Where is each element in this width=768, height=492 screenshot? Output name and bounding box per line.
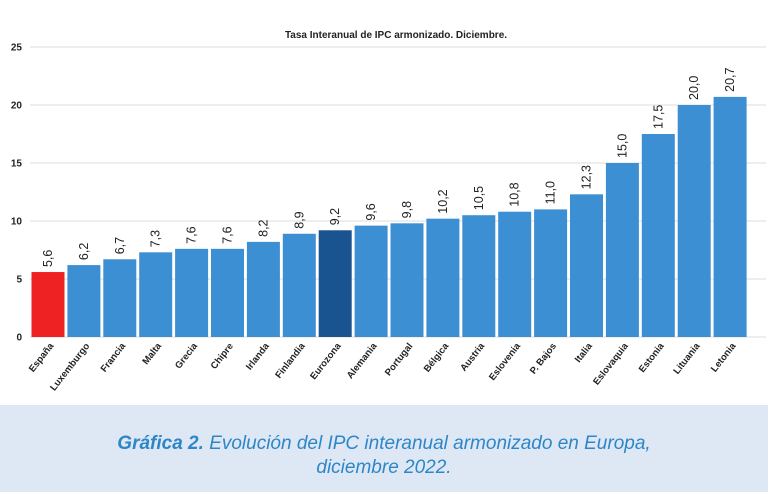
y-tick-label: 5 (16, 275, 22, 286)
data-label: 7,6 (221, 226, 235, 243)
data-label: 9,6 (364, 203, 378, 220)
x-tick-label: Letonia (709, 341, 739, 375)
x-tick-label: España (27, 341, 57, 375)
bar-chipre (211, 248, 244, 337)
data-label: 15,0 (615, 134, 629, 158)
data-label: 7,3 (149, 230, 163, 247)
bar-eurozona (318, 230, 352, 337)
x-tick-label: Irlanda (244, 341, 272, 373)
bar-portugal (390, 223, 424, 337)
bar-estonia (641, 134, 675, 337)
bar-chart: Tasa Interanual de IPC armonizado. Dicie… (11, 30, 766, 394)
bar-irlanda (246, 241, 280, 337)
bar-eslovenia (498, 211, 532, 337)
bar-austria (462, 215, 496, 337)
data-label: 8,2 (256, 219, 270, 236)
bar-francia (103, 259, 137, 337)
data-label: 10,2 (436, 189, 450, 213)
bar-bélgica (426, 218, 460, 337)
x-tick-label: Eurozona (308, 341, 344, 382)
x-tick-label: Grecia (173, 341, 200, 372)
x-tick-label: Eslovaquia (591, 341, 631, 388)
x-tick-label: Austria (458, 341, 487, 374)
y-tick-label: 25 (11, 43, 23, 54)
bar-finlandia (282, 233, 316, 337)
caption-box: Gráfica 2. Evolución del IPC interanual … (0, 405, 768, 492)
data-label: 9,2 (328, 208, 342, 225)
bar-letonia (713, 96, 747, 337)
bar-luxemburgo (67, 265, 101, 337)
y-tick-label: 15 (11, 159, 23, 170)
data-label: 9,8 (400, 201, 414, 218)
x-tick-label: P. Bajos (528, 341, 559, 376)
x-tick-label: Alemania (345, 341, 380, 382)
data-label: 5,6 (41, 250, 55, 267)
bars (31, 96, 747, 337)
y-tick-label: 20 (11, 101, 23, 112)
data-label: 6,2 (77, 243, 91, 260)
y-tick-label: 10 (11, 217, 23, 228)
x-tick-label: Bélgica (422, 341, 452, 375)
data-label: 17,5 (651, 105, 665, 129)
chart-area: Tasa Interanual de IPC armonizado. Dicie… (10, 30, 766, 394)
y-tick-label: 0 (16, 333, 22, 344)
bar-alemania (354, 225, 388, 337)
bar-malta (139, 252, 173, 337)
bar-italia (570, 194, 603, 337)
data-label: 6,7 (113, 237, 127, 254)
bar-lituania (677, 105, 711, 337)
data-label: 10,5 (472, 186, 486, 210)
caption-label: Gráfica 2. (117, 433, 204, 454)
x-tick-label: Lituania (671, 341, 703, 377)
figure-caption: Gráfica 2. Evolución del IPC interanual … (0, 432, 768, 480)
data-label: 20,7 (723, 68, 737, 92)
caption-text-line1: Evolución del IPC interanual armonizado … (209, 433, 651, 454)
x-tick-label: Finlandia (273, 341, 308, 381)
data-label: 12,3 (580, 165, 594, 189)
bar-grecia (175, 248, 209, 337)
x-tick-label: Portugal (383, 341, 415, 378)
bar-españa (31, 272, 65, 337)
caption-text-line2: diciembre 2022. (316, 457, 452, 478)
x-tick-label: Eslovenia (487, 341, 523, 383)
x-tick-label: Italia (573, 341, 595, 365)
data-label: 10,8 (508, 182, 522, 206)
data-label: 11,0 (544, 181, 558, 204)
y-axis-ticks: 0 5 10 15 20 25 (11, 43, 23, 344)
bar-p-bajos (534, 209, 568, 337)
x-tick-label: Chipre (209, 341, 236, 371)
x-tick-label: Francia (99, 341, 129, 375)
data-label: 7,6 (185, 226, 199, 243)
x-tick-label: Malta (140, 341, 164, 367)
data-labels: 5,6 6,2 6,7 7,3 7,6 7,6 8,2 8,9 9,2 9,6 9,8 10,2 10,… (41, 68, 737, 268)
data-label: 20,0 (687, 76, 701, 100)
bar-eslovaquia (605, 163, 639, 337)
data-label: 8,9 (292, 211, 306, 228)
chart-title: Tasa Interanual de IPC armonizado. Dicie… (285, 30, 507, 41)
x-tick-label: Estonia (637, 341, 667, 375)
